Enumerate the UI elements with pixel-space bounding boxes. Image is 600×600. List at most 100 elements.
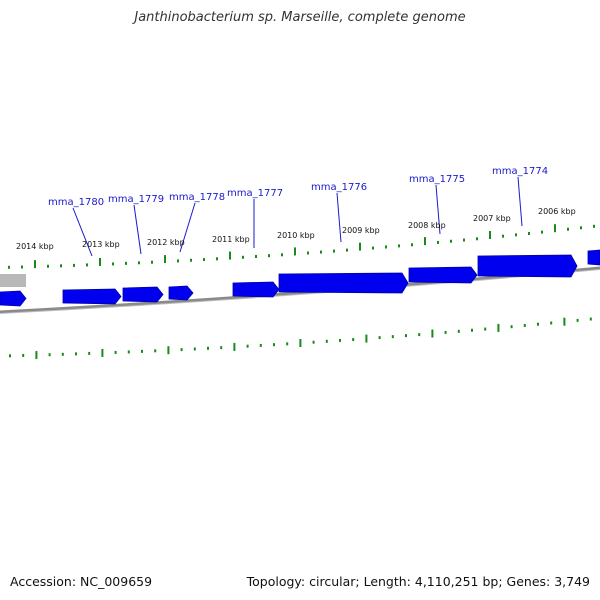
inner-tick (471, 328, 473, 332)
gene-arrow (122, 286, 164, 303)
inner-tick (405, 334, 407, 338)
outer-tick (164, 255, 166, 264)
inner-tick (154, 349, 157, 353)
outer-tick (398, 244, 400, 248)
gene-track (0, 249, 600, 307)
inner-tick (299, 339, 302, 348)
accession-text: Accession: NC_009659 (10, 574, 153, 589)
kbp-label-2010: 2010 kbp (277, 231, 315, 240)
inner-tick (497, 323, 500, 332)
inner-tick (391, 335, 394, 339)
kbp-label-2008: 2008 kbp (408, 221, 446, 230)
outer-tick (476, 237, 478, 241)
inner-tick (431, 329, 434, 338)
gene-label-mma-1775[interactable]: mma_1775 (409, 174, 465, 185)
outer-tick (177, 259, 179, 263)
outer-tick (567, 227, 569, 231)
gene-arrow (278, 272, 409, 294)
gene-arrow (477, 254, 578, 278)
inner-tick (589, 317, 592, 321)
gene-arrow (62, 288, 122, 305)
outer-tick (21, 265, 23, 269)
inner-tick (75, 352, 77, 356)
kbp-label-2011: 2011 kbp (212, 235, 250, 244)
inner-tick (22, 353, 25, 357)
outer-tick (333, 249, 335, 253)
inner-tick (88, 351, 91, 355)
outer-tick (190, 258, 192, 262)
outer-tick (112, 262, 114, 266)
genome-backbone-highlight (0, 269, 600, 314)
kbp-label-2012: 2012 kbp (147, 238, 185, 247)
gene-label-mma-1776[interactable]: mma_1776 (311, 182, 367, 193)
outer-tick (515, 233, 517, 237)
gene-arrow (232, 281, 280, 298)
inner-tick (510, 325, 513, 329)
outer-tick (372, 246, 374, 250)
inner-tick (286, 342, 289, 346)
outer-tick-marks (8, 224, 595, 269)
outer-tick (463, 238, 465, 242)
inner-tick (537, 322, 539, 326)
kbp-label-2006: 2006 kbp (538, 207, 576, 216)
grey-feature[interactable] (0, 274, 26, 287)
gene-label-mma-1778[interactable]: mma_1778 (169, 192, 225, 203)
outer-tick (125, 261, 127, 265)
outer-tick (489, 230, 491, 239)
inner-tick (141, 349, 143, 353)
outer-tick (60, 264, 62, 268)
inner-tick (220, 346, 223, 350)
inner-tick (9, 354, 11, 358)
outer-tick (268, 254, 270, 258)
inner-tick (339, 338, 341, 342)
outer-tick (437, 240, 439, 244)
topology-text: Topology: circular; Length: 4,110,251 bp… (246, 574, 590, 589)
inner-tick (365, 334, 368, 343)
inner-tick (484, 327, 487, 331)
inner-tick (127, 350, 130, 354)
outer-tick (281, 253, 283, 257)
kbp-label-2009: 2009 kbp (342, 226, 380, 235)
outer-tick (528, 231, 530, 235)
inner-tick (246, 344, 249, 348)
gene-label-mma-1779[interactable]: mma_1779 (108, 194, 164, 205)
inner-tick (167, 346, 170, 355)
inner-tick (378, 336, 381, 340)
outer-tick (34, 260, 36, 269)
inner-tick (576, 318, 579, 322)
outer-tick (346, 248, 348, 252)
gene-arrow (408, 266, 478, 284)
gene-label-mma-1777[interactable]: mma_1777 (227, 188, 283, 199)
gene-arrow (168, 285, 194, 301)
outer-tick (359, 242, 361, 251)
outer-tick (411, 243, 413, 247)
gene-label-lines (72, 176, 523, 257)
inner-tick (193, 347, 196, 351)
inner-tick (312, 340, 315, 344)
inner-tick (48, 353, 51, 357)
inner-tick-marks (9, 317, 592, 360)
inner-tick (444, 330, 447, 334)
outer-tick (502, 234, 504, 238)
outer-tick (593, 224, 595, 228)
outer-tick (450, 239, 452, 243)
outer-tick (424, 237, 426, 246)
outer-tick (99, 257, 101, 266)
gene-label-mma-1774[interactable]: mma_1774 (492, 166, 548, 177)
outer-tick (151, 260, 153, 264)
outer-tick (242, 255, 244, 259)
gene-label-mma-1780[interactable]: mma_1780 (48, 197, 104, 208)
inner-tick (114, 350, 117, 354)
kbp-label-2014: 2014 kbp (16, 242, 54, 251)
inner-tick (259, 343, 262, 347)
outer-tick (229, 251, 231, 260)
inner-tick (418, 333, 421, 337)
outer-tick (216, 257, 218, 261)
label-leader-line (517, 176, 523, 227)
outer-tick (86, 263, 88, 267)
inner-tick (325, 339, 328, 343)
outer-tick (203, 258, 205, 262)
inner-tick (273, 343, 275, 347)
inner-tick (207, 346, 209, 350)
